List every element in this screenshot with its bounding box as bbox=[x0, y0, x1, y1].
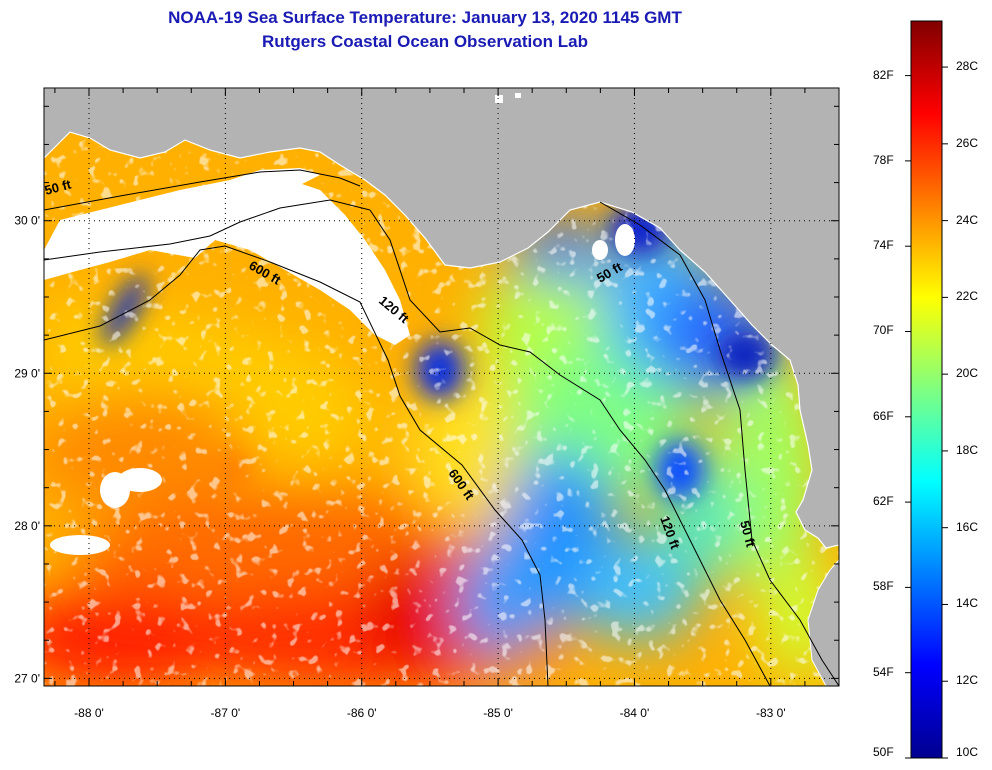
colorbar-celsius-label: 16C bbox=[956, 519, 979, 534]
colorbar-celsius-label: 18C bbox=[956, 442, 979, 457]
colorbar-fahrenheit-label: 50F bbox=[873, 745, 894, 759]
colorbar-celsius-label: 26C bbox=[956, 135, 979, 150]
colorbar-celsius-label: 22C bbox=[956, 289, 979, 304]
colorbar-celsius-label: 20C bbox=[956, 366, 979, 381]
land-mass bbox=[44, 88, 839, 549]
colorbar-fahrenheit-label: 74F bbox=[873, 238, 894, 253]
plot-frame bbox=[43, 87, 840, 687]
longitude-label: -83 0' bbox=[756, 706, 786, 720]
colorbar-celsius-label: 12C bbox=[956, 673, 979, 688]
latitude-label: 30 0' bbox=[14, 214, 40, 228]
colorbar-fahrenheit-label: 54F bbox=[873, 664, 894, 679]
sst-field bbox=[44, 88, 839, 686]
colorbar-fahrenheit-label: 70F bbox=[873, 323, 894, 338]
colorbar-celsius-label: 28C bbox=[956, 59, 979, 74]
map-subtitle: Rutgers Coastal Ocean Observation Lab bbox=[262, 32, 588, 51]
colorbar-fahrenheit-label: 82F bbox=[873, 67, 894, 82]
longitude-label: -88 0' bbox=[74, 706, 104, 720]
depth-label: 50 ft bbox=[737, 519, 759, 549]
colorbar bbox=[910, 20, 943, 759]
colorbar-fahrenheit-label: 62F bbox=[873, 494, 894, 509]
longitude-label: -86 0' bbox=[347, 706, 377, 720]
longitude-label: -84 0' bbox=[620, 706, 650, 720]
depth-label: 50 ft bbox=[43, 176, 73, 198]
colorbar-celsius-label: 14C bbox=[956, 596, 979, 611]
colorbar-ticks bbox=[905, 66, 948, 759]
latitude-label: 27 0' bbox=[14, 671, 40, 685]
longitude-label: -87 0' bbox=[211, 706, 241, 720]
colorbar-fahrenheit-label: 66F bbox=[873, 408, 894, 423]
colorbar-fahrenheit-label: 58F bbox=[873, 579, 894, 594]
colorbar-fahrenheit-label: 78F bbox=[873, 152, 894, 167]
latitude-label: 29 0' bbox=[14, 366, 40, 380]
depth-contours bbox=[44, 169, 839, 686]
tick-marks bbox=[44, 88, 840, 686]
latitude-label: 28 0' bbox=[14, 519, 40, 533]
longitude-label: -85 0' bbox=[483, 706, 513, 720]
colorbar-celsius-label: 10C bbox=[956, 745, 979, 759]
map-title: NOAA-19 Sea Surface Temperature: January… bbox=[168, 8, 682, 27]
colorbar-celsius-label: 24C bbox=[956, 212, 979, 227]
